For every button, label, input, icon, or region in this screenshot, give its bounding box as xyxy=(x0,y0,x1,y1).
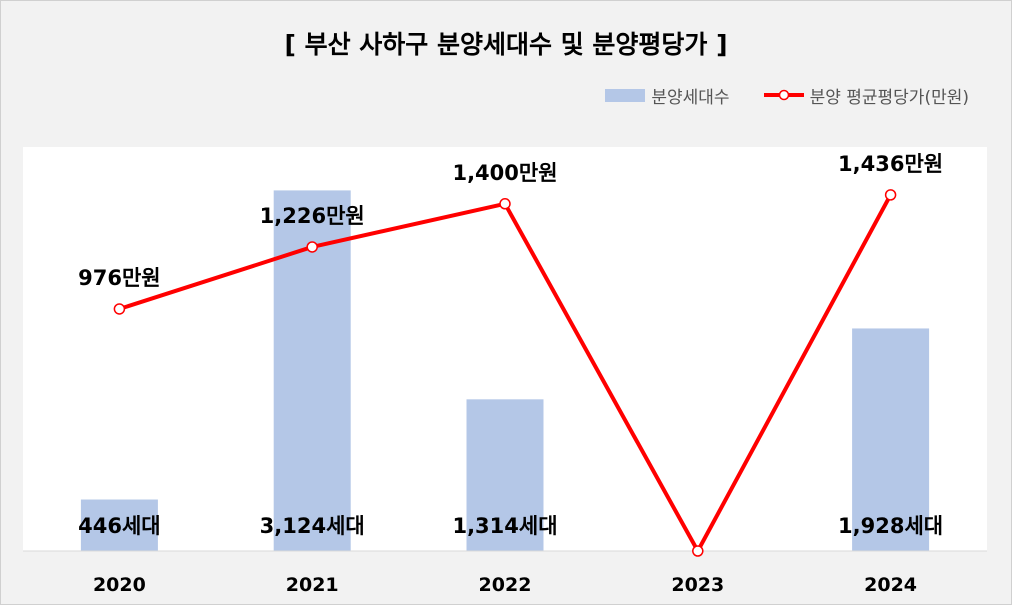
x-tick-2024: 2024 xyxy=(864,574,917,596)
price-label-2020: 976만원 xyxy=(78,266,160,290)
x-tick-2022: 2022 xyxy=(479,574,532,596)
chart-title: [ 부산 사하구 분양세대수 및 분양평당가 ] xyxy=(284,30,728,59)
legend-item-price: 분양 평균평당가(만원) xyxy=(763,83,969,108)
bar-label-2021: 3,124세대 xyxy=(260,514,365,538)
legend-swatch-line xyxy=(763,89,804,101)
bar-label-2024: 1,928세대 xyxy=(838,514,943,538)
legend-item-units: 분양세대수 xyxy=(605,83,730,108)
legend-swatch-bar xyxy=(605,88,646,102)
price-label-2024: 1,436만원 xyxy=(838,152,943,176)
bar-label-2020: 446세대 xyxy=(78,514,160,538)
legend-label-price: 분양 평균평당가(만원) xyxy=(809,87,969,108)
x-tick-2020: 2020 xyxy=(93,574,146,596)
x-tick-2023: 2023 xyxy=(671,574,724,596)
bar-2022 xyxy=(466,399,544,551)
price-marker-2021 xyxy=(306,241,318,253)
bar-2020 xyxy=(80,499,158,551)
price-label-2021: 1,226만원 xyxy=(260,204,365,228)
bar-label-2022: 1,314세대 xyxy=(452,514,557,538)
price-marker-2024 xyxy=(884,189,897,201)
price-marker-2020 xyxy=(113,303,126,315)
x-tick-2021: 2021 xyxy=(286,574,339,596)
price-marker-2023 xyxy=(692,545,704,557)
legend-label-units: 분양세대수 xyxy=(651,87,730,108)
legend: 분양세대수 분양 평균평당가(만원) xyxy=(605,83,969,108)
bar-2024 xyxy=(852,328,930,551)
price-marker-2022 xyxy=(499,198,511,210)
price-label-2022: 1,400만원 xyxy=(452,161,557,185)
